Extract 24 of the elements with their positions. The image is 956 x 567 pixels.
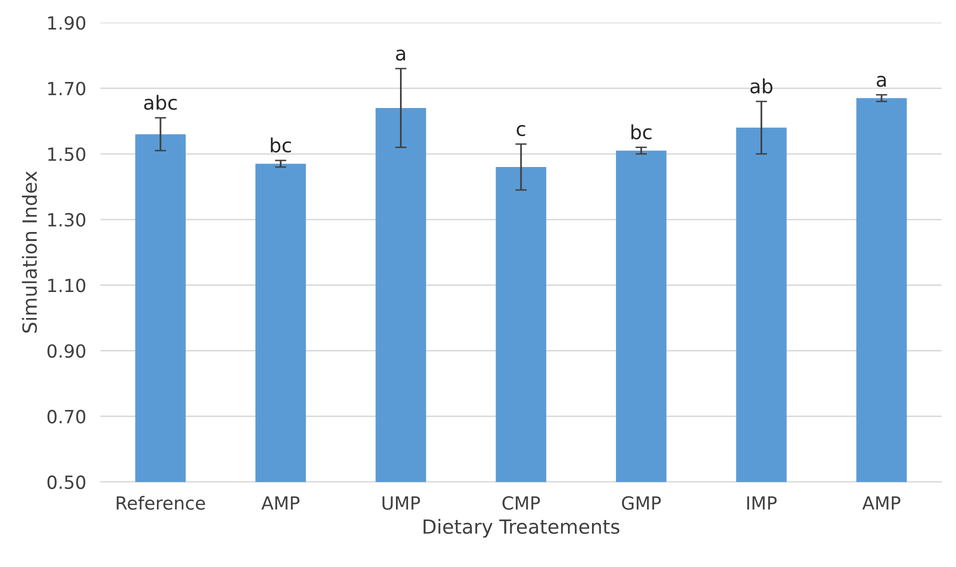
y-tick-label: 0.50	[47, 475, 86, 490]
x-tick-label: Reference	[116, 496, 205, 510]
annotation: c	[516, 124, 526, 136]
y-tick-label: 0.90	[47, 344, 86, 358]
annotation: ab	[750, 78, 772, 94]
x-tick-label: AMP	[862, 496, 900, 510]
x-tick-label: UMP	[382, 496, 420, 510]
annotation: bc	[270, 137, 291, 153]
y-tick-label: 1.70	[48, 82, 86, 96]
annotation: bc	[631, 124, 652, 140]
y-tick-label: 0.70	[47, 410, 86, 424]
annotation: a	[396, 50, 406, 61]
y-tick-label: 1.30	[48, 212, 86, 227]
x-tick-label: GMP	[622, 496, 661, 510]
annotation: abc	[144, 94, 177, 110]
annotation: a	[876, 76, 886, 87]
x-tick-label: CMP	[502, 496, 540, 510]
x-axis-title: Dietary Treatements	[424, 518, 620, 538]
y-axis-title: Simulation Index	[22, 171, 37, 333]
x-tick-label: AMP	[261, 496, 300, 510]
y-tick-label: 1.90	[48, 16, 86, 30]
y-tick-label: 1.50	[48, 147, 86, 162]
x-tick-label: IMP	[747, 496, 777, 510]
y-tick-label: 1.10	[48, 278, 86, 292]
